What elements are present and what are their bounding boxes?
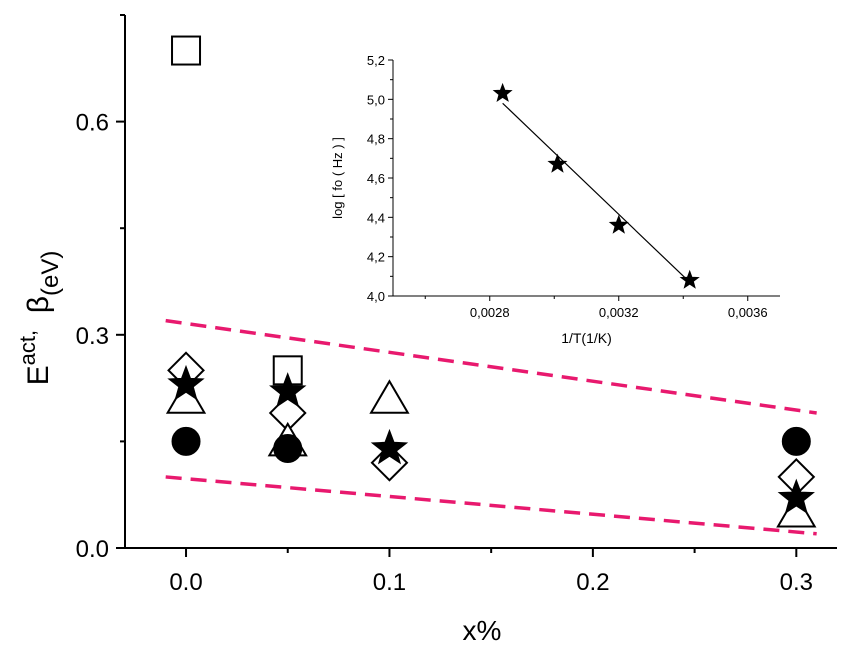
y-axis-title: Eact, β(eV) — [15, 251, 64, 386]
lower-bound-line — [165, 475, 817, 536]
star-filled-point — [777, 478, 815, 515]
inset-fit-line — [502, 102, 691, 283]
x-tick-label: 0.1 — [373, 569, 406, 596]
y-axis-title-sup: act, — [15, 330, 40, 365]
upper-bound-line — [165, 318, 817, 415]
y-tick-label: 0.3 — [76, 323, 109, 350]
inset-y-tick-label: 4,0 — [367, 289, 385, 304]
y-tick-label: 0.6 — [76, 110, 109, 137]
inset-star-point — [492, 82, 513, 102]
y-tick-label: 0.0 — [76, 536, 109, 563]
y-axis-title-sub: (eV) — [37, 251, 64, 296]
inset-y-tick-label: 4,2 — [367, 250, 385, 265]
main-bound-lines — [165, 318, 817, 536]
inset-star-point — [547, 153, 568, 173]
triangle-open-point — [369, 379, 410, 414]
x-tick-label: 0.0 — [169, 569, 202, 596]
square-open-point — [171, 35, 202, 66]
inset-x-tick-label: 0,0036 — [728, 305, 768, 320]
main-axes: 0.0 0.1 0.2 0.3 0.0 0.3 0.6 — [76, 14, 837, 596]
main-data-markers — [165, 35, 817, 528]
inset-plot: 0,0028 0,0032 0,0036 4,0 4,2 4,4 4,6 4,8 5,0 5,2 1… — [330, 53, 780, 346]
inset-star-point — [608, 214, 629, 234]
x-tick-label: 0.2 — [576, 569, 609, 596]
star-filled-point — [370, 428, 409, 465]
star-filled-point — [269, 372, 307, 408]
circle-filled-point — [273, 434, 303, 464]
inset-y-tick-label: 5,0 — [367, 92, 385, 107]
y-axis-title-middle: β — [22, 296, 55, 330]
inset-y-tick-label: 4,4 — [367, 210, 385, 225]
circle-filled-point — [171, 426, 201, 456]
x-axis-title: x% — [463, 615, 502, 646]
inset-star-point — [679, 269, 700, 289]
circle-filled-point — [781, 426, 811, 456]
x-tick-label: 0.3 — [780, 569, 813, 596]
inset-y-tick-label: 4,8 — [367, 132, 385, 147]
inset-x-tick-label: 0,0032 — [599, 305, 639, 320]
inset-y-tick-label: 5,2 — [367, 53, 385, 68]
inset-x-axis-title: 1/T(1/K) — [561, 330, 612, 346]
diamond-open-point — [370, 443, 409, 482]
y-axis-title-base: E — [22, 365, 55, 385]
inset-y-tick-label: 4,6 — [367, 171, 385, 186]
star-filled-point — [167, 364, 205, 401]
inset-y-axis-title: log [ fo ( Hz ) ] — [330, 137, 345, 219]
inset-x-tick-label: 0,0028 — [470, 305, 510, 320]
